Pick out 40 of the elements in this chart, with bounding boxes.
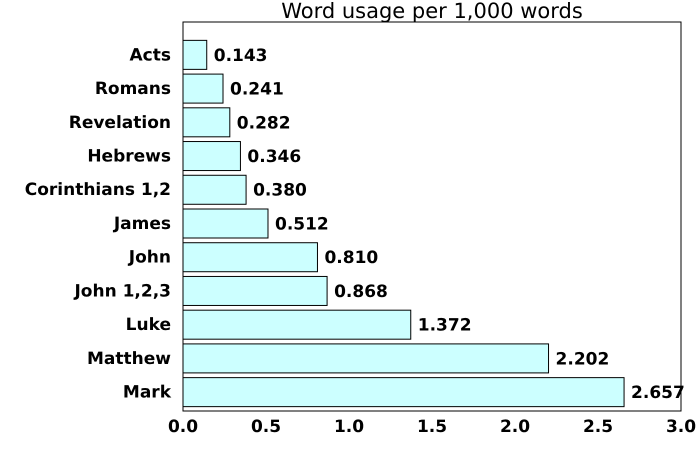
x-tick-label: 1.5: [416, 417, 448, 438]
bar: [182, 377, 625, 408]
x-tick-label: 3.0: [666, 417, 696, 438]
y-tick-label: Romans: [94, 79, 171, 100]
data-label: 1.372: [418, 316, 472, 336]
y-tick-label: Mark: [122, 382, 172, 403]
x-tick-label: 2.0: [500, 417, 530, 438]
y-tick-label: Matthew: [87, 348, 172, 369]
data-label: 0.282: [236, 113, 291, 134]
data-label: 2.202: [556, 349, 610, 370]
data-label: 0.512: [274, 214, 329, 234]
y-tick-label: John: [128, 248, 171, 268]
x-tick-label: 0.0: [168, 417, 198, 438]
bar: [182, 141, 241, 172]
data-label: 0.810: [324, 248, 378, 268]
bar: [182, 242, 318, 272]
data-label: 0.241: [230, 80, 284, 100]
y-tick-label: Revelation: [68, 112, 171, 133]
y-tick-label: Corinthians 1,2: [24, 180, 171, 200]
y-tick-label: John 1,2,3: [73, 281, 171, 302]
data-label: 0.380: [253, 180, 308, 201]
data-label: 0.868: [334, 282, 388, 302]
chart-title: Word usage per 1,000 words: [281, 0, 583, 23]
data-label: 0.143: [214, 46, 268, 66]
bar: [182, 107, 230, 138]
bar: [182, 276, 328, 306]
bar: [182, 310, 412, 340]
y-tick-label: Hebrews: [87, 146, 171, 166]
data-label: 0.346: [247, 146, 302, 167]
bar: [182, 343, 550, 374]
bar: [182, 174, 247, 205]
y-tick-label: Acts: [130, 45, 171, 66]
bar: [182, 208, 268, 239]
bar: [182, 74, 224, 104]
bar: [182, 40, 208, 70]
x-tick-label: 0.5: [250, 417, 282, 438]
y-tick-label: Luke: [126, 315, 171, 336]
x-tick-label: 1.0: [334, 417, 364, 438]
x-tick-label: 2.5: [582, 417, 614, 438]
y-tick-label: James: [112, 214, 171, 234]
